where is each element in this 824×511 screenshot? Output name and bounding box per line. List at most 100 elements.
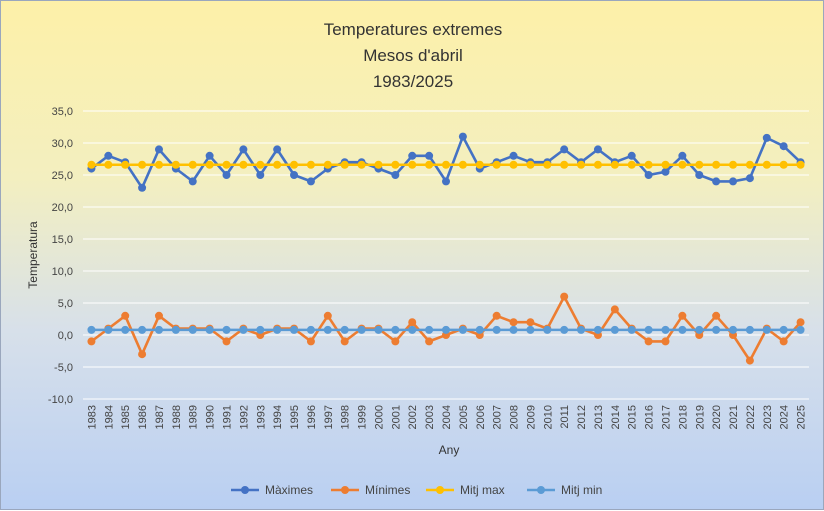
data-point-maximes xyxy=(661,167,670,176)
data-point-maximes xyxy=(712,177,721,186)
x-tick-label: 2019 xyxy=(694,405,706,429)
data-point-mitj-min xyxy=(729,325,738,334)
data-point-mitj-max xyxy=(796,160,805,169)
data-point-maximes xyxy=(104,151,113,160)
y-tick-label: 20,0 xyxy=(52,202,73,214)
data-point-mitj-max xyxy=(492,160,501,169)
data-point-mitj-min xyxy=(560,325,569,334)
x-tick-label: 1995 xyxy=(289,405,301,429)
data-point-mitj-min xyxy=(796,325,805,334)
data-point-mitj-min xyxy=(577,325,586,334)
data-point-maximes xyxy=(779,142,788,151)
data-point-maximes xyxy=(593,145,602,154)
data-point-mitj-min xyxy=(222,325,231,334)
data-point-mitj-max xyxy=(543,160,552,169)
x-tick-label: 2017 xyxy=(660,405,672,429)
data-point-mitj-min xyxy=(256,325,265,334)
data-point-mitj-max xyxy=(239,160,248,169)
data-point-mitj-max xyxy=(610,160,619,169)
x-tick-label: 2002 xyxy=(407,405,419,429)
data-point-mitj-min xyxy=(87,325,96,334)
data-point-mitj-min xyxy=(391,325,400,334)
data-point-mitj-min xyxy=(442,325,450,334)
data-point-mitj-max xyxy=(222,160,231,169)
data-point-maximes xyxy=(509,151,518,160)
x-tick-label: 1987 xyxy=(154,405,166,429)
x-axis-label: Any xyxy=(439,443,460,457)
data-point-minimes xyxy=(509,318,518,327)
data-point-mitj-max xyxy=(188,160,197,169)
x-tick-label: 2007 xyxy=(492,405,504,429)
data-point-maximes xyxy=(678,151,687,160)
data-point-maximes xyxy=(222,171,231,179)
x-tick-label: 1992 xyxy=(238,405,250,429)
data-point-mitj-min xyxy=(475,325,484,334)
data-point-minimes xyxy=(712,311,721,320)
data-point-mitj-max xyxy=(391,160,400,169)
data-point-mitj-max xyxy=(205,160,214,169)
x-tick-label: 2010 xyxy=(542,405,554,429)
data-point-mitj-max xyxy=(560,160,569,169)
x-tick-label: 2013 xyxy=(593,405,605,429)
data-point-minimes xyxy=(796,318,805,327)
data-point-mitj-max xyxy=(408,160,417,169)
data-point-mitj-max xyxy=(644,160,653,169)
data-point-mitj-min xyxy=(121,325,130,334)
data-point-mitj-max xyxy=(104,160,113,169)
data-point-mitj-max xyxy=(87,160,96,169)
x-tick-label: 2006 xyxy=(475,405,487,429)
data-point-mitj-max xyxy=(695,160,704,169)
x-tick-label: 1988 xyxy=(171,405,183,429)
data-point-mitj-max xyxy=(458,160,467,169)
data-point-minimes xyxy=(610,305,619,314)
data-point-minimes xyxy=(138,350,147,359)
data-point-maximes xyxy=(188,177,197,186)
legend: Màximes Mínimes Mitj max Mitj min xyxy=(231,483,602,497)
data-point-mitj-min xyxy=(593,325,602,334)
data-point-minimes xyxy=(560,292,569,301)
data-point-mitj-min xyxy=(543,325,552,334)
x-tick-label: 2000 xyxy=(373,405,385,429)
y-tick-label: 35,0 xyxy=(52,106,73,118)
legend-label: Mitj min xyxy=(561,483,602,497)
y-tick-label: 0,0 xyxy=(58,330,73,342)
x-tick-label: 1997 xyxy=(323,405,335,429)
data-point-mitj-min xyxy=(138,325,147,334)
x-tick-label: 1991 xyxy=(222,405,234,429)
x-tick-label: 2005 xyxy=(458,405,470,429)
legend-label: Màximes xyxy=(265,483,313,497)
data-point-mitj-max xyxy=(593,160,602,169)
data-point-mitj-max xyxy=(273,160,282,169)
data-point-mitj-min xyxy=(627,325,636,334)
data-point-mitj-max xyxy=(121,160,130,169)
data-point-mitj-max xyxy=(475,160,484,169)
y-tick-label: 5,0 xyxy=(58,298,73,310)
y-tick-label: -10,0 xyxy=(48,394,73,406)
data-point-mitj-min xyxy=(171,325,180,334)
grid-lines xyxy=(83,110,809,400)
data-point-maximes xyxy=(138,183,147,192)
legend-item-mitj-min: Mitj min xyxy=(527,483,602,497)
legend-item-mitj-max: Mitj max xyxy=(426,483,505,497)
data-point-mitj-min xyxy=(239,325,248,334)
chart-title-line-2: Mesos d'abril xyxy=(363,46,463,65)
series-lines xyxy=(87,132,805,365)
legend-label: Mínimes xyxy=(365,483,410,497)
data-point-maximes xyxy=(644,171,653,179)
data-point-mitj-min xyxy=(526,325,535,334)
data-point-mitj-min xyxy=(610,325,619,334)
x-tick-label: 2016 xyxy=(644,405,656,429)
data-point-minimes xyxy=(154,311,163,320)
data-point-mitj-max xyxy=(442,160,450,169)
y-axis-label: Temperatura xyxy=(26,221,40,289)
data-point-mitj-max xyxy=(171,160,180,169)
data-point-mitj-max xyxy=(762,160,771,169)
data-point-maximes xyxy=(762,133,771,142)
data-point-mitj-min xyxy=(644,325,653,334)
x-tick-label: 1993 xyxy=(255,405,267,429)
data-point-minimes xyxy=(121,311,130,320)
data-point-mitj-min xyxy=(779,325,788,334)
x-tick-label: 2024 xyxy=(779,405,791,429)
data-point-minimes xyxy=(222,337,231,346)
